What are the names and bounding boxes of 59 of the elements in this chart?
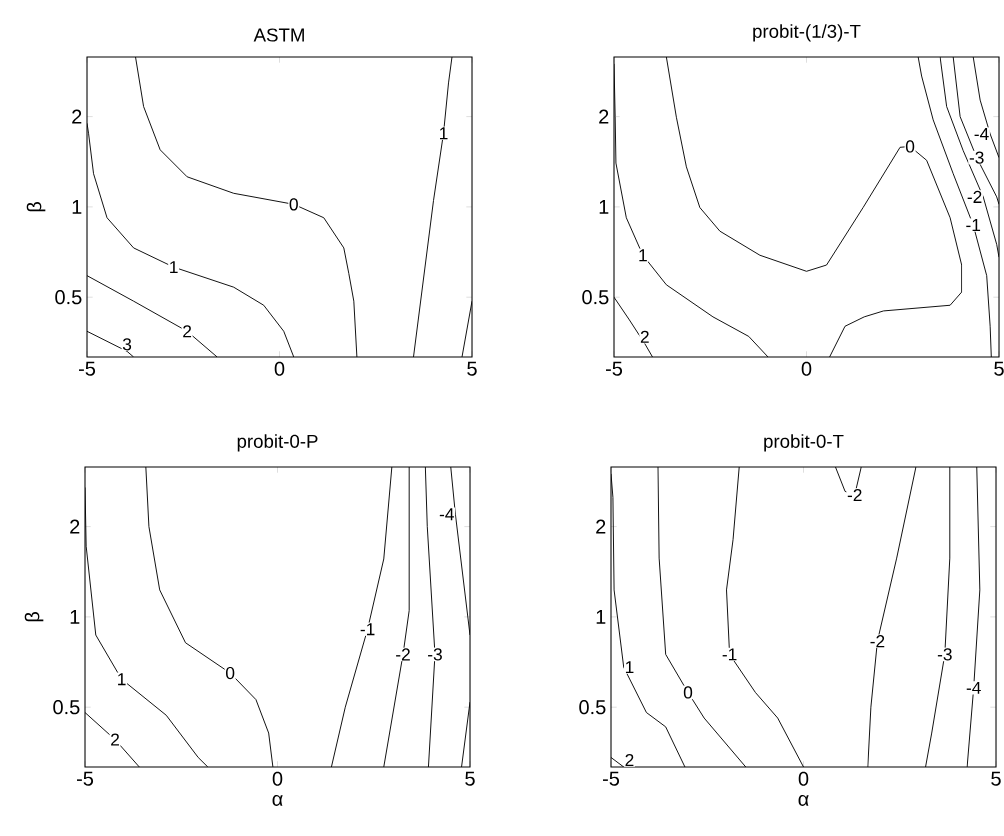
x-tick-label: -5 xyxy=(602,771,620,786)
series-label: -3 xyxy=(428,648,442,661)
y-tick-label: 2 xyxy=(70,519,80,534)
chart-title: ASTM xyxy=(253,28,304,42)
series-label: -4 xyxy=(966,681,981,694)
series-label: 1 xyxy=(170,261,178,274)
series-label: 0 xyxy=(683,686,693,699)
y-axis-title: β xyxy=(24,612,44,622)
chart-title: probit-(1/3)-T xyxy=(753,24,861,42)
series-label: -2 xyxy=(396,648,410,661)
series-label: -4 xyxy=(974,128,989,140)
x-tick-label: -5 xyxy=(78,361,96,376)
x-axis-title: α xyxy=(272,795,283,806)
x-tick-label: 5 xyxy=(465,771,475,786)
series-label: 2 xyxy=(183,325,192,338)
series-label: 0 xyxy=(226,666,235,680)
x-tick-label: 0 xyxy=(798,771,809,786)
x-tick-label: -5 xyxy=(605,361,623,376)
y-tick-label: 1 xyxy=(72,200,82,214)
y-tick-label: 2 xyxy=(596,519,606,534)
y-tick-label: 1 xyxy=(596,610,606,624)
series-label: 1 xyxy=(625,661,634,674)
series-label: 1 xyxy=(639,249,647,262)
y-tick-label: 1 xyxy=(70,610,80,624)
x-tick-label: 5 xyxy=(994,361,1004,376)
series-label: -1 xyxy=(722,648,737,661)
series-label: 2 xyxy=(625,753,634,767)
y-tick-label: 0.5 xyxy=(579,700,606,715)
series-label: 0 xyxy=(905,140,915,153)
x-axis-title: α xyxy=(798,795,809,806)
series-label: -1 xyxy=(966,219,981,231)
y-tick-label: 0.5 xyxy=(53,700,80,715)
y-tick-label: 0.5 xyxy=(55,290,82,305)
series-label: -4 xyxy=(439,508,454,521)
series-label: -1 xyxy=(360,623,375,636)
y-tick-label: 1 xyxy=(599,200,609,214)
series-label: 3 xyxy=(122,338,132,351)
chart-title: probit-0-P xyxy=(237,434,318,452)
series-label: 2 xyxy=(640,330,649,343)
series-label: 1 xyxy=(118,673,126,686)
series-label: -2 xyxy=(870,635,885,648)
x-tick-label: 5 xyxy=(991,771,1001,786)
y-tick-label: 2 xyxy=(599,109,609,124)
y-tick-label: 0.5 xyxy=(582,290,609,305)
series-label: 0 xyxy=(289,198,298,211)
chart-title: probit-0-T xyxy=(764,434,844,452)
x-tick-label: 0 xyxy=(801,361,812,376)
legend-label: -3 xyxy=(969,151,984,164)
series-label: 2 xyxy=(111,733,119,746)
x-tick-label: 0 xyxy=(272,771,283,786)
series-label: -2 xyxy=(967,190,982,203)
series-label: -3 xyxy=(937,648,952,661)
x-tick-label: 0 xyxy=(274,361,285,376)
series-label: 1 xyxy=(440,127,448,140)
series-label: -2 xyxy=(847,488,862,501)
x-tick-label: 5 xyxy=(467,361,477,376)
y-tick-label: 2 xyxy=(72,109,82,124)
x-tick-label: -5 xyxy=(76,771,94,786)
y-axis-title: β xyxy=(26,202,46,212)
